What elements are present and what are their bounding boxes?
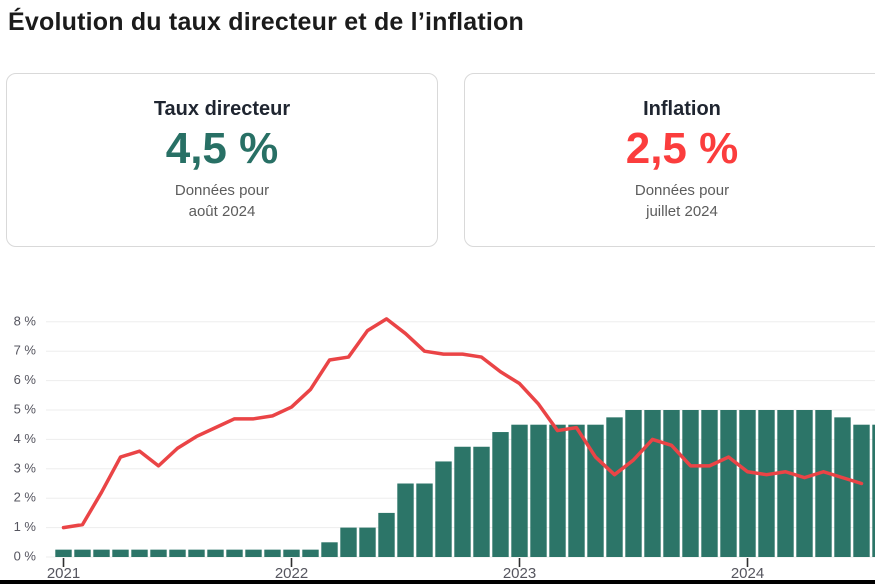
stat-cards-row: Taux directeur 4,5 % Données pour août 2…	[6, 73, 875, 247]
policy-rate-bar	[473, 447, 489, 557]
x-axis-label: 2021	[47, 565, 80, 581]
card-inflation: Inflation 2,5 % Données pour juillet 202…	[464, 73, 875, 247]
y-axis-label: 3 %	[14, 460, 37, 475]
policy-rate-bar	[625, 410, 641, 557]
policy-rate-bar	[283, 550, 299, 557]
policy-rate-bar	[777, 410, 793, 557]
policy-rate-bar	[131, 550, 147, 557]
y-axis-label: 8 %	[14, 313, 37, 328]
policy-rate-bar	[720, 410, 736, 557]
policy-rate-bar	[340, 528, 356, 557]
y-axis-label: 2 %	[14, 490, 37, 505]
card-inflation-note-line1: Données pour	[635, 180, 729, 201]
policy-rate-bar	[378, 513, 394, 557]
policy-rate-bar	[226, 550, 242, 557]
y-axis-label: 0 %	[14, 549, 37, 564]
policy-rate-bar	[834, 417, 850, 557]
policy-rate-bar	[549, 425, 565, 557]
policy-rate-bar	[397, 484, 413, 558]
policy-rate-bar	[416, 484, 432, 558]
policy-rate-bar	[245, 550, 261, 557]
policy-rate-bar	[454, 447, 470, 557]
policy-rate-bar	[530, 425, 546, 557]
card-taux-directeur-label: Taux directeur	[154, 98, 290, 121]
policy-rate-bar	[188, 550, 204, 557]
y-axis-label: 1 %	[14, 519, 37, 534]
card-taux-directeur: Taux directeur 4,5 % Données pour août 2…	[6, 73, 438, 247]
page-title: Évolution du taux directeur et de l’infl…	[8, 8, 524, 37]
x-axis-label: 2024	[731, 565, 764, 581]
policy-rate-bar	[758, 410, 774, 557]
policy-rate-bar	[435, 461, 451, 557]
x-axis-label: 2023	[503, 565, 536, 581]
y-axis-label: 6 %	[14, 372, 37, 387]
policy-rate-bar	[739, 410, 755, 557]
policy-rate-bar	[644, 410, 660, 557]
policy-rate-bar	[264, 550, 280, 557]
policy-rate-bar	[302, 550, 318, 557]
policy-rate-bar	[321, 542, 337, 557]
rate-inflation-chart: 0 % 1 % 2 % 3 % 4 % 5 % 6 % 7 % 8 % 2021 2022 2023 2…	[0, 300, 875, 581]
card-taux-directeur-value: 4,5 %	[166, 126, 279, 172]
policy-rate-bar	[207, 550, 223, 557]
policy-rate-bar	[511, 425, 527, 557]
policy-rate-bar	[853, 425, 869, 557]
policy-rate-bar	[568, 425, 584, 557]
chart-area: 0 % 1 % 2 % 3 % 4 % 5 % 6 % 7 % 8 % 2021 2022 2023 2…	[0, 300, 875, 581]
policy-rate-bar	[169, 550, 185, 557]
card-inflation-value: 2,5 %	[626, 126, 739, 172]
y-axis-label: 7 %	[14, 343, 37, 358]
y-axis-label: 5 %	[14, 402, 37, 417]
policy-rate-bar	[359, 528, 375, 557]
policy-rate-bar	[150, 550, 166, 557]
x-axis-label: 2022	[275, 565, 308, 581]
card-taux-directeur-note-line2: août 2024	[175, 201, 269, 222]
policy-rate-bar	[606, 417, 622, 557]
policy-rate-bar	[701, 410, 717, 557]
policy-rate-bar	[112, 550, 128, 557]
policy-rate-bar	[682, 410, 698, 557]
card-taux-directeur-note-line1: Données pour	[175, 180, 269, 201]
policy-rate-bar	[796, 410, 812, 557]
bottom-screen-border	[0, 580, 875, 584]
policy-rate-bar	[587, 425, 603, 557]
card-taux-directeur-note: Données pour août 2024	[175, 180, 269, 222]
policy-rate-bar	[74, 550, 90, 557]
card-inflation-note-line2: juillet 2024	[635, 201, 729, 222]
policy-rate-bar	[815, 410, 831, 557]
y-axis-label: 4 %	[14, 431, 37, 446]
policy-rate-bar	[55, 550, 71, 557]
card-inflation-label: Inflation	[643, 98, 721, 121]
policy-rate-bar	[663, 410, 679, 557]
card-inflation-note: Données pour juillet 2024	[635, 180, 729, 222]
policy-rate-bar	[93, 550, 109, 557]
policy-rate-bar	[492, 432, 508, 557]
